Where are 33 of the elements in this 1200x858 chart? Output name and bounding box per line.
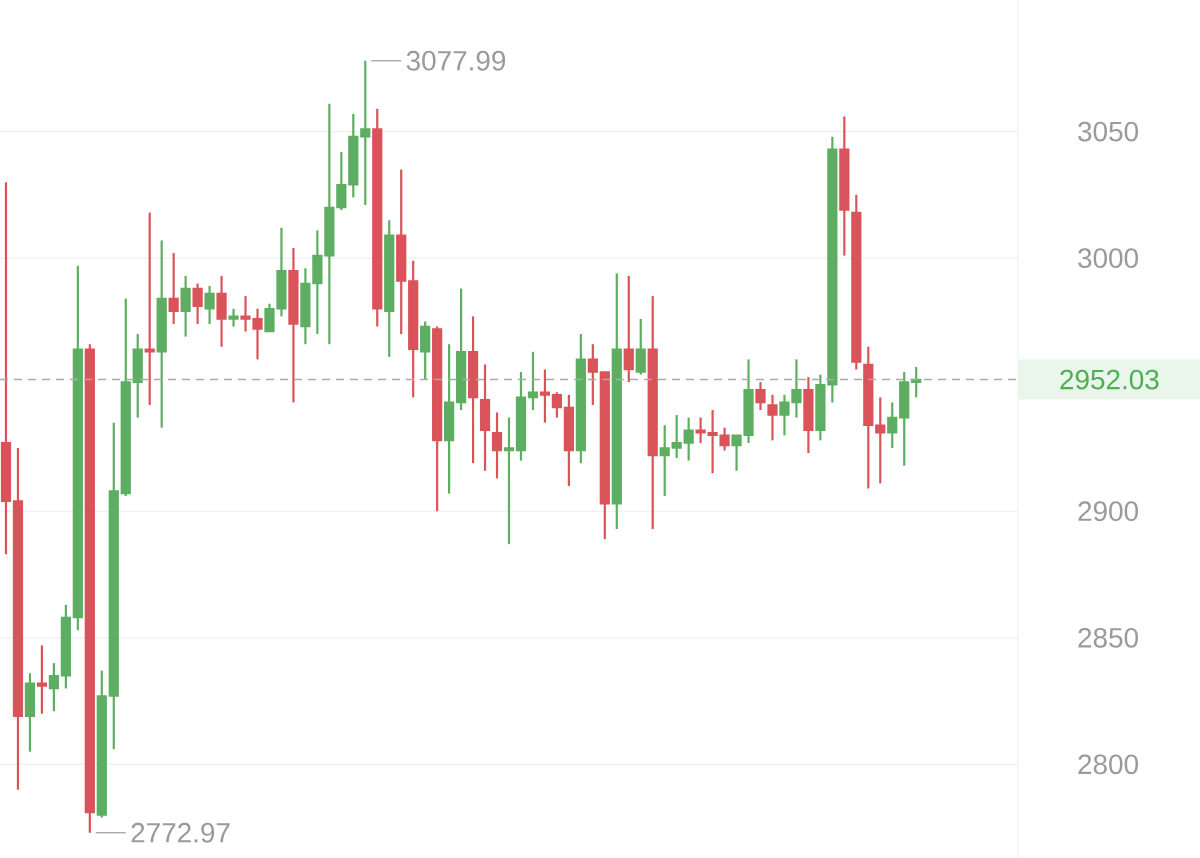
candlestick xyxy=(767,393,778,442)
candlestick xyxy=(635,317,646,376)
candlestick xyxy=(228,307,239,328)
candlestick xyxy=(503,416,515,546)
candlestick xyxy=(551,391,563,419)
ref-line-label: 2952.03 xyxy=(1060,369,1159,390)
candlestick xyxy=(671,413,682,460)
candlestick xyxy=(527,350,539,412)
candlestick xyxy=(587,343,598,407)
y-tick-label: 2900 xyxy=(1078,501,1138,522)
candlestick xyxy=(659,424,670,498)
candlestick xyxy=(755,381,766,412)
candlestick xyxy=(192,282,203,326)
y-tick-label: 2800 xyxy=(1078,754,1138,775)
candlestick xyxy=(683,416,694,462)
candlestick xyxy=(539,368,551,424)
candlestick xyxy=(168,251,179,326)
candlestick xyxy=(180,274,191,338)
y-tick-label: 3050 xyxy=(1078,121,1138,142)
candlestick xyxy=(204,284,215,326)
candlestick xyxy=(36,644,48,715)
candlestick xyxy=(48,662,59,713)
annotation: 3077.99 xyxy=(406,50,506,71)
y-tick-label: 2850 xyxy=(1078,627,1138,648)
candlestick xyxy=(360,59,371,207)
candlestick xyxy=(336,150,347,212)
candlestick xyxy=(875,396,886,485)
candlestick xyxy=(144,211,155,407)
candlestick xyxy=(623,274,634,384)
candlestick xyxy=(887,401,898,450)
y-tick-label: 3000 xyxy=(1078,248,1138,269)
candlestick xyxy=(491,411,503,480)
annotation: 2772.97 xyxy=(131,822,230,843)
